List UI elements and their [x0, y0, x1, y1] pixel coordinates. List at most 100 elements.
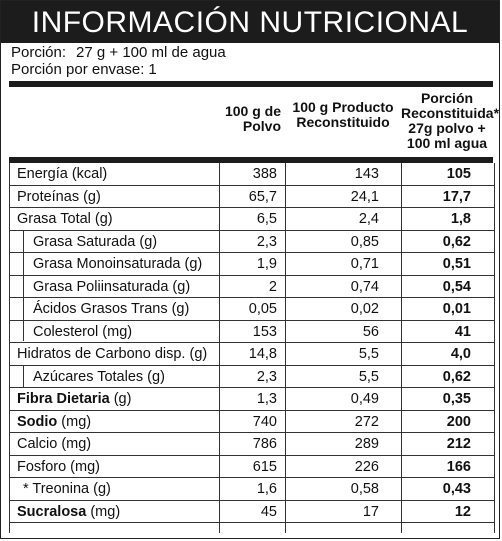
- value-v2: 289: [354, 436, 379, 452]
- indent-divider-fats: [23, 230, 24, 341]
- value-v2: 0,49: [350, 391, 379, 407]
- servings-per-container-value: 1: [148, 61, 157, 78]
- value-v1: 388: [252, 166, 277, 182]
- servings-per-container: Porción por envase: 1: [11, 62, 157, 78]
- value-v1: 615: [252, 458, 277, 475]
- value-v1: 45: [260, 503, 277, 520]
- table-row: Grasa Saturada (g) 2,3 0,85 0,62: [9, 231, 495, 253]
- value-v3: 0,51: [442, 256, 471, 272]
- value-v2: 5,5: [358, 368, 379, 385]
- value-v2: 17: [362, 503, 379, 520]
- nutrient-unit: (mg): [86, 503, 121, 520]
- table-row: Grasa Poliinsaturada (g) 2 0,74 0,54: [9, 276, 495, 298]
- value-v3: 212: [446, 436, 471, 452]
- column-divider-1: [219, 163, 220, 533]
- value-v3: 0,54: [442, 278, 471, 295]
- value-v3: 0,01: [442, 301, 471, 317]
- value-v3: 4,0: [450, 346, 471, 362]
- nutrient-name: Colesterol (mg): [33, 323, 133, 340]
- table-row: Ácidos Grasos Trans (g) 0,05 0,02 0,01: [9, 298, 495, 321]
- nutrient-unit: (mg): [57, 413, 92, 430]
- nutrient-name: Grasa Saturada (g): [33, 233, 158, 250]
- value-v1: 1,6: [256, 481, 277, 497]
- table-row: Hidratos de Carbono disp. (g) 14,8 5,5 4,0: [9, 343, 495, 366]
- value-v1: 786: [252, 436, 277, 452]
- table-row: * Treonina (g) 1,6 0,58 0,43: [9, 478, 495, 501]
- nutrient-name: Grasa Total (g): [17, 211, 113, 227]
- value-v3: 105: [446, 166, 471, 182]
- value-v3: 0,35: [442, 391, 471, 407]
- table-row: Sucralosa (mg) 45 17 12: [9, 501, 495, 523]
- value-v2: 0,74: [350, 278, 379, 295]
- nutrient-name: Sucralosa (mg): [17, 504, 120, 521]
- value-v3: 17,7: [442, 188, 471, 205]
- nutrient-name-bold: Sodio: [17, 413, 58, 430]
- nutrient-name: Grasa Poliinsaturada (g): [33, 278, 191, 295]
- header-per-serving: Porción Reconstituida* 27g polvo + 100 m…: [401, 90, 500, 151]
- value-v2: 24,1: [350, 188, 379, 205]
- column-divider-2: [285, 163, 286, 533]
- servings-per-container-label: Porción por envase:: [11, 61, 145, 78]
- label-title: INFORMACIÓN NUTRICIONAL: [1, 1, 499, 43]
- nutrient-name: Azúcares Totales (g): [33, 368, 165, 385]
- divider-top: [9, 81, 493, 87]
- indent-divider-sugars: [23, 365, 24, 387]
- value-v3: 12: [454, 503, 471, 520]
- table-border-left: [9, 163, 10, 533]
- nutrient-name: Energía (kcal): [17, 166, 108, 182]
- nutrient-name: Calcio (mg): [17, 436, 92, 452]
- nutrient-name-bold: Sucralosa: [17, 503, 87, 520]
- value-v1: 153: [252, 323, 277, 340]
- value-v2: 0,71: [350, 256, 379, 272]
- nutrient-unit: (g): [109, 391, 132, 407]
- value-v3: 0,62: [442, 233, 471, 250]
- nutrient-name: Sodio (mg): [17, 414, 91, 431]
- value-v1: 0,05: [248, 301, 277, 317]
- value-v3: 0,62: [442, 368, 471, 385]
- header-per-100g-reconstituted: 100 g Producto Reconstituido: [292, 99, 394, 130]
- column-divider-3: [401, 163, 402, 533]
- nutrient-name: * Treonina (g): [23, 481, 111, 497]
- value-v2: 0,58: [350, 481, 379, 497]
- nutrient-name: Fosforo (mg): [17, 458, 100, 475]
- value-v3: 200: [446, 413, 471, 430]
- value-v2: 272: [354, 413, 379, 430]
- table-row: Energía (kcal) 388 143 105: [9, 163, 495, 186]
- divider-header: [9, 157, 493, 163]
- value-v1: 2,3: [256, 368, 277, 385]
- value-v2: 143: [354, 166, 379, 182]
- nutrient-name: Ácidos Grasos Trans (g): [33, 301, 190, 317]
- nutrient-name: Grasa Monoinsaturada (g): [33, 256, 203, 272]
- table-row: Fosforo (mg) 615 226 166: [9, 456, 495, 478]
- value-v1: 6,5: [256, 211, 277, 227]
- header-per-100g-powder: 100 g de Polvo: [224, 103, 281, 134]
- serving-size-label: Porción:: [11, 44, 67, 61]
- value-v2: 56: [362, 323, 379, 340]
- table-row: Colesterol (mg) 153 56 41: [9, 321, 495, 343]
- table-row: Calcio (mg) 786 289 212: [9, 433, 495, 456]
- value-v1: 1,9: [256, 256, 277, 272]
- nutrient-table: Energía (kcal) 388 143 105 Proteínas (g) 65,7…: [9, 163, 495, 523]
- value-v2: 2,4: [358, 211, 379, 227]
- nutrient-name: Proteínas (g): [17, 188, 101, 205]
- serving-size-value: 27 g + 100 ml de agua: [76, 44, 226, 61]
- table-row: Proteínas (g) 65,7 24,1 17,7: [9, 186, 495, 208]
- value-v1: 740: [252, 413, 277, 430]
- table-row: Azúcares Totales (g) 2,3 5,5 0,62: [9, 366, 495, 388]
- table-border-right: [494, 163, 495, 533]
- value-v3: 41: [454, 323, 471, 340]
- value-v1: 65,7: [248, 188, 277, 205]
- value-v2: 0,02: [350, 301, 379, 317]
- table-row: Fibra Dietaria (g) 1,3 0,49 0,35: [9, 388, 495, 411]
- serving-size: Porción: 27 g + 100 ml de agua: [11, 45, 226, 61]
- nutrient-name: Fibra Dietaria (g): [17, 391, 131, 408]
- value-v1: 2,3: [256, 233, 277, 250]
- value-v3: 0,43: [442, 481, 471, 497]
- table-row: Grasa Total (g) 6,5 2,4 1,8: [9, 208, 495, 231]
- nutrient-name: Hidratos de Carbono disp. (g): [17, 346, 208, 362]
- value-v2: 0,85: [350, 233, 379, 250]
- value-v1: 14,8: [248, 346, 277, 362]
- value-v1: 1,3: [256, 391, 277, 407]
- value-v2: 5,5: [358, 346, 379, 362]
